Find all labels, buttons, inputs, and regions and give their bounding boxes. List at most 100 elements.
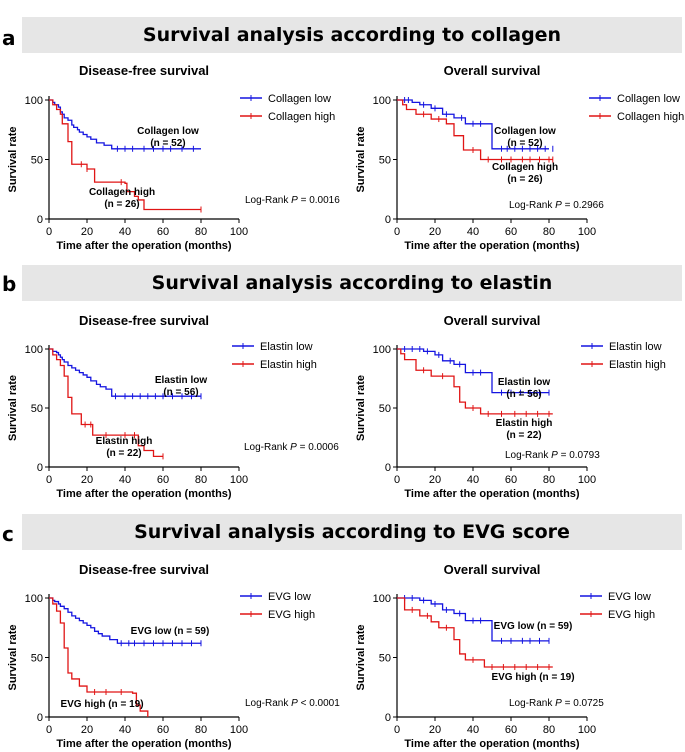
- y-tick-label: 100: [373, 344, 391, 356]
- y-tick-label: 50: [31, 653, 43, 665]
- y-tick-label: 50: [31, 155, 43, 167]
- legend-label: Elastin low: [609, 341, 662, 353]
- x-axis-label: Time after the operation (months): [56, 738, 232, 750]
- panel-a-heading: Survival analysis according to collagen: [22, 17, 682, 53]
- chart-title: Overall survival: [444, 562, 541, 577]
- annotation-high: Elastin high: [96, 436, 153, 447]
- x-tick-label: 80: [195, 226, 207, 238]
- annotation-low: (n = 56): [506, 389, 541, 400]
- annotation-low: (n = 52): [507, 138, 542, 149]
- y-tick-label: 100: [25, 593, 43, 605]
- x-axis-label: Time after the operation (months): [56, 488, 232, 500]
- chart-title: Disease-free survival: [79, 562, 209, 577]
- x-axis-label: Time after the operation (months): [404, 240, 580, 252]
- x-tick-label: 40: [467, 724, 479, 736]
- annotation-low: EVG low (n = 59): [494, 621, 573, 632]
- x-tick-label: 40: [467, 226, 479, 238]
- chart-title: Disease-free survival: [79, 63, 209, 78]
- x-tick-label: 80: [543, 474, 555, 486]
- y-tick-label: 50: [379, 653, 391, 665]
- y-tick-label: 0: [37, 214, 43, 226]
- chart-title: Overall survival: [444, 313, 541, 328]
- y-tick-label: 50: [379, 403, 391, 415]
- y-axis-label: Survival rate: [7, 624, 19, 690]
- km-curve-high: [397, 597, 553, 668]
- y-tick-label: 100: [25, 95, 43, 107]
- logrank-label: Log-Rank P = 0.2966: [509, 200, 604, 211]
- annotation-high: (n = 26): [104, 199, 139, 210]
- panel-letter-b: b: [2, 272, 17, 296]
- x-tick-label: 60: [157, 226, 169, 238]
- annotation-low: (n = 52): [150, 138, 185, 149]
- annotation-low: EVG low (n = 59): [131, 626, 210, 637]
- legend-label: EVG high: [608, 609, 655, 621]
- annotation-low: Elastin low: [498, 377, 550, 388]
- annotation-high: (n = 22): [506, 430, 541, 441]
- chart-title: Overall survival: [444, 63, 541, 78]
- x-tick-label: 60: [505, 226, 517, 238]
- logrank-label: Log-Rank P = 0.0793: [505, 450, 600, 461]
- legend-label: EVG low: [608, 591, 651, 603]
- km-curve-low: [397, 348, 549, 394]
- annotation-high: Collagen high: [89, 187, 155, 198]
- legend-label: Collagen high: [617, 111, 684, 123]
- legend-label: Collagen high: [268, 111, 335, 123]
- x-tick-label: 80: [543, 226, 555, 238]
- x-tick-label: 80: [195, 724, 207, 736]
- y-tick-label: 0: [385, 462, 391, 474]
- y-axis-label: Survival rate: [355, 624, 367, 690]
- legend-label: Elastin high: [609, 359, 666, 371]
- annotation-high: EVG high (n = 19): [491, 672, 574, 683]
- y-tick-label: 0: [37, 712, 43, 724]
- x-tick-label: 0: [46, 474, 52, 486]
- x-tick-label: 0: [394, 724, 400, 736]
- x-tick-label: 100: [230, 226, 248, 238]
- x-tick-label: 0: [394, 226, 400, 238]
- km-curve-low: [49, 99, 201, 150]
- chart-title: Disease-free survival: [79, 313, 209, 328]
- km-curve-high: [49, 597, 149, 717]
- y-tick-label: 100: [373, 593, 391, 605]
- annotation-low: (n = 56): [163, 387, 198, 398]
- panel-letter-a: a: [2, 26, 16, 50]
- x-axis-label: Time after the operation (months): [404, 488, 580, 500]
- y-axis-label: Survival rate: [355, 375, 367, 441]
- km-curve-low: [49, 348, 201, 397]
- x-tick-label: 40: [119, 474, 131, 486]
- x-tick-label: 60: [157, 724, 169, 736]
- x-tick-label: 20: [429, 724, 441, 736]
- x-tick-label: 60: [157, 474, 169, 486]
- x-tick-label: 40: [119, 724, 131, 736]
- y-axis-label: Survival rate: [355, 126, 367, 192]
- y-tick-label: 0: [385, 214, 391, 226]
- annotation-high: Elastin high: [496, 418, 553, 429]
- x-tick-label: 60: [505, 724, 517, 736]
- legend-label: EVG low: [268, 591, 311, 603]
- annotation-high: (n = 22): [106, 448, 141, 459]
- panel-b-heading: Survival analysis according to elastin: [22, 265, 682, 301]
- annotation-high: Collagen high: [492, 162, 558, 173]
- x-tick-label: 40: [119, 226, 131, 238]
- x-tick-label: 20: [81, 474, 93, 486]
- logrank-label: Log-Rank P < 0.0001: [245, 698, 340, 709]
- x-tick-label: 100: [230, 724, 248, 736]
- x-tick-label: 20: [429, 226, 441, 238]
- x-tick-label: 100: [578, 724, 596, 736]
- logrank-label: Log-Rank P = 0.0016: [245, 195, 340, 206]
- x-tick-label: 0: [46, 226, 52, 238]
- annotation-high: EVG high (n = 19): [60, 699, 143, 710]
- km-curve-low: [397, 597, 549, 642]
- x-tick-label: 80: [543, 724, 555, 736]
- legend-label: Elastin low: [260, 341, 313, 353]
- x-tick-label: 0: [394, 474, 400, 486]
- logrank-label: Log-Rank P = 0.0725: [509, 698, 604, 709]
- y-tick-label: 100: [25, 344, 43, 356]
- x-tick-label: 100: [578, 474, 596, 486]
- x-axis-label: Time after the operation (months): [56, 240, 232, 252]
- x-tick-label: 80: [195, 474, 207, 486]
- panel-c-heading: Survival analysis according to EVG score: [22, 514, 682, 550]
- annotation-low: Collagen low: [494, 126, 556, 137]
- y-axis-label: Survival rate: [7, 375, 19, 441]
- x-axis-label: Time after the operation (months): [404, 738, 580, 750]
- x-tick-label: 20: [81, 226, 93, 238]
